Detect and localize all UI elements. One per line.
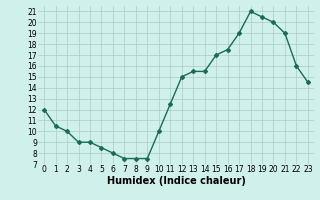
X-axis label: Humidex (Indice chaleur): Humidex (Indice chaleur) — [107, 176, 245, 186]
